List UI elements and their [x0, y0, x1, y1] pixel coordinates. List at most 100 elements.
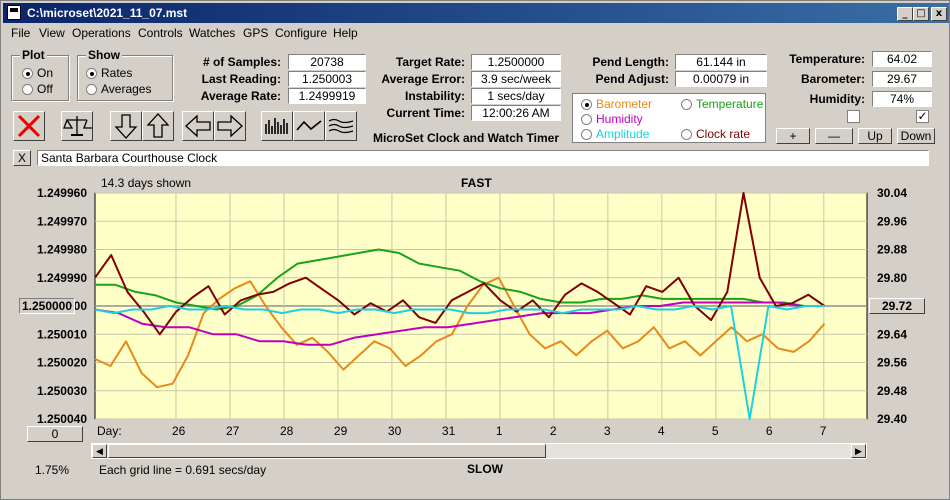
target-rate-value: 1.2500000: [471, 54, 561, 70]
menu-gps[interactable]: GPS: [243, 26, 269, 40]
last-reading-label: Last Reading:: [201, 72, 281, 86]
right-arrow-button[interactable]: [214, 111, 246, 141]
plot-off-radio[interactable]: Off: [22, 82, 53, 96]
radio-dot: [681, 98, 692, 110]
x-tick-label: 31: [442, 424, 456, 438]
red-x-icon: [17, 114, 41, 138]
env-checkbox-2[interactable]: ✓: [916, 109, 929, 123]
x-tick-label: 28: [280, 424, 294, 438]
right-tick-label: 30.04: [877, 186, 907, 200]
down-button[interactable]: Down: [897, 128, 935, 144]
line-view-button[interactable]: [293, 111, 325, 141]
series-line-1: [95, 248, 825, 311]
balance-button[interactable]: [61, 111, 93, 141]
series-line-4: [94, 305, 825, 420]
down-arrow-button[interactable]: [110, 111, 142, 141]
maximize-button[interactable]: □: [913, 7, 929, 21]
average-rate-value: 1.2499919: [288, 88, 366, 104]
menu-view[interactable]: View: [39, 26, 65, 40]
series-radio-temperature[interactable]: Temperature: [681, 97, 763, 111]
multi-wave-icon: [328, 118, 354, 134]
left-tick-label: 1.250030: [37, 384, 87, 398]
grid-note: Each grid line = 0.691 secs/day: [99, 463, 267, 477]
radio-dot: [22, 67, 33, 79]
days-shown-label: 14.3 days shown: [101, 176, 191, 190]
series-radio-barometer[interactable]: Barometer: [581, 97, 652, 111]
x-tick-label: 7: [820, 424, 827, 438]
samples-value: 20738: [288, 54, 366, 70]
env-checkbox-1[interactable]: [847, 110, 860, 123]
arrow-left-icon: [185, 114, 211, 138]
x-tick-label: 3: [604, 424, 611, 438]
average-error-label: Average Error:: [381, 72, 465, 86]
fast-label: FAST: [461, 176, 492, 190]
up-arrow-button[interactable]: [142, 111, 174, 141]
average-error-value: 3.9 sec/week: [471, 71, 561, 87]
right-tick-label: 29.88: [877, 243, 907, 257]
clear-button[interactable]: [13, 111, 45, 141]
menu-watches[interactable]: Watches: [189, 26, 236, 40]
left-tick-label: 1.250020: [37, 356, 87, 370]
menu-configure[interactable]: Configure: [275, 26, 328, 40]
right-tick-label: 29.56: [877, 356, 907, 370]
menu-help[interactable]: Help: [333, 26, 358, 40]
scroll-thumb[interactable]: [108, 444, 546, 458]
x-tick-label: 1: [496, 424, 503, 438]
bars-icon: [265, 118, 288, 134]
minus-button[interactable]: —: [815, 128, 853, 144]
last-reading-value: 1.250003: [288, 71, 366, 87]
clear-name-button[interactable]: X: [13, 150, 31, 166]
up-button[interactable]: Up: [858, 128, 892, 144]
series-line-3: [94, 192, 826, 336]
scroll-right-arrow-icon[interactable]: ▶: [851, 444, 866, 458]
radio-dot: [86, 83, 97, 95]
x-tick-label: 27: [226, 424, 240, 438]
plot-group: Plot On Off: [11, 48, 69, 101]
zero-button[interactable]: 0: [27, 426, 83, 442]
plot-on-radio[interactable]: On: [22, 66, 53, 80]
series-line-2: [94, 301, 825, 346]
menu-file[interactable]: File: [11, 26, 31, 40]
plot-group-title: Plot: [20, 48, 47, 62]
plus-button[interactable]: +: [776, 128, 810, 144]
show-group-title: Show: [86, 48, 122, 62]
arrow-right-icon: [217, 114, 243, 138]
horizontal-scrollbar[interactable]: ◀ ▶: [91, 443, 867, 459]
barometer-label: Barometer:: [800, 72, 865, 86]
minimize-button[interactable]: _: [897, 7, 913, 21]
radio-dot: [581, 113, 592, 125]
humidity-value: 74%: [872, 91, 932, 107]
x-tick-label: 30: [388, 424, 402, 438]
menu-controls[interactable]: Controls: [138, 26, 183, 40]
left-arrow-button[interactable]: [182, 111, 214, 141]
multi-line-view-button[interactable]: [325, 111, 357, 141]
humidity-label: Humidity:: [809, 92, 865, 106]
barometer-value: 29.67: [872, 71, 932, 87]
arrow-down-icon: [114, 114, 138, 139]
instability-label: Instability:: [404, 89, 465, 103]
bar-view-button[interactable]: [261, 111, 293, 141]
series-radio-humidity[interactable]: Humidity: [581, 112, 643, 126]
radio-dot: [681, 128, 692, 140]
title-bar: C:\microset\2021_11_07.mst _ □ x: [3, 3, 949, 23]
pend-length-value: 61.144 in: [675, 54, 767, 70]
radio-dot: [581, 98, 592, 110]
pend-length-label: Pend Length:: [592, 55, 669, 69]
series-radio-amplitude[interactable]: Amplitude: [581, 127, 649, 141]
series-radio-clock-rate[interactable]: Clock rate: [681, 127, 750, 141]
show-rates-radio[interactable]: Rates: [86, 66, 132, 80]
right-tick-label: 29.40: [877, 412, 907, 426]
slow-label: SLOW: [467, 462, 503, 476]
scroll-left-arrow-icon[interactable]: ◀: [92, 444, 107, 458]
show-averages-radio[interactable]: Averages: [86, 82, 151, 96]
radio-dot: [22, 83, 33, 95]
current-time-value: 12:00:26 AM: [471, 105, 561, 121]
menu-operations[interactable]: Operations: [72, 26, 131, 40]
clock-name-input[interactable]: Santa Barbara Courthouse Clock: [37, 150, 929, 166]
close-button[interactable]: x: [931, 7, 947, 21]
window-title: C:\microset\2021_11_07.mst: [27, 6, 188, 20]
right-axis-value-button[interactable]: 29.72: [869, 298, 925, 314]
left-axis-value-button[interactable]: 1.250000: [19, 298, 75, 314]
x-tick-label: 26: [172, 424, 186, 438]
